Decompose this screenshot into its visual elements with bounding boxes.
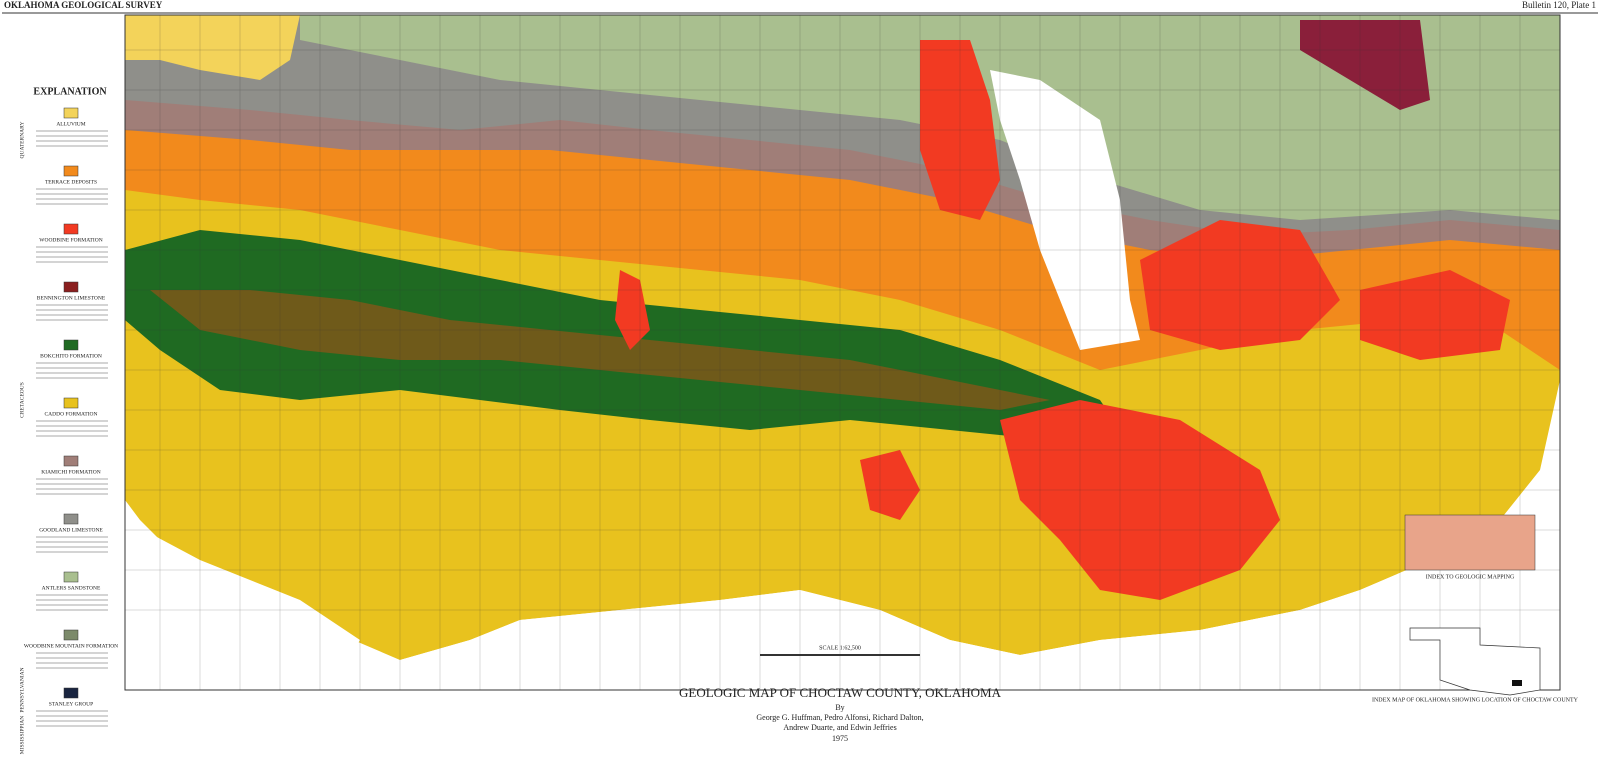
legend-swatch bbox=[63, 339, 79, 351]
header-left: OKLAHOMA GEOLOGICAL SURVEY bbox=[4, 0, 163, 10]
year: 1975 bbox=[832, 734, 848, 743]
legend-label: WOODBINE MOUNTAIN FORMATION bbox=[24, 643, 118, 649]
explanation: EXPLANATION ALLUVIUM TERRACE DEPOSITS WOOD… bbox=[14, 80, 124, 754]
county-location bbox=[1512, 680, 1522, 686]
legend-label: ANTLERS SANDSTONE bbox=[42, 585, 101, 591]
legend-swatch bbox=[63, 629, 79, 641]
woodbine-patch bbox=[860, 450, 920, 520]
era-label: MISSISSIPPIAN bbox=[19, 716, 25, 755]
legend-label: STANLEY GROUP bbox=[49, 701, 93, 707]
map-frame bbox=[124, 14, 1561, 691]
header-right: Bulletin 120, Plate 1 bbox=[1522, 0, 1596, 10]
scale-label: SCALE 1:62,500 bbox=[819, 645, 861, 651]
legend-label: BENNINGTON LIMESTONE bbox=[37, 295, 106, 301]
legend-label: CADDO FORMATION bbox=[44, 411, 97, 417]
oklahoma-outline bbox=[1409, 627, 1541, 696]
section-grid bbox=[125, 15, 1560, 690]
legend-label: BOKCHITO FORMATION bbox=[40, 353, 102, 359]
map-title: GEOLOGIC MAP OF CHOCTAW COUNTY, OKLAHOMA bbox=[679, 685, 1002, 700]
legend-swatch bbox=[63, 223, 79, 235]
legend-label: ALLUVIUM bbox=[56, 121, 85, 127]
legend-swatch bbox=[63, 107, 79, 119]
legend-label: TERRACE DEPOSITS bbox=[45, 179, 97, 185]
legend-label: KIAMICHI FORMATION bbox=[41, 469, 100, 475]
alluvium-nw bbox=[125, 15, 300, 80]
legend-swatch bbox=[63, 165, 79, 177]
era-label: CRETACEOUS bbox=[19, 382, 25, 418]
geologic-map bbox=[124, 14, 1561, 700]
authors: Andrew Duarte, and Edwin Jeffries bbox=[783, 723, 896, 732]
bennington-patch bbox=[1300, 20, 1430, 110]
woodbine-patch bbox=[1360, 270, 1510, 360]
legend-label: WOODBINE FORMATION bbox=[39, 237, 102, 243]
index-map-label: INDEX MAP OF OKLAHOMA SHOWING LOCATION O… bbox=[1372, 697, 1579, 703]
legend-title: EXPLANATION bbox=[33, 86, 107, 97]
legend-swatch bbox=[63, 455, 79, 467]
legend-swatch bbox=[63, 397, 79, 409]
era-label: PENNSYLVANIAN bbox=[19, 667, 25, 712]
outside-county bbox=[125, 520, 360, 690]
by-line: By bbox=[835, 703, 844, 712]
legend-swatch bbox=[63, 281, 79, 293]
era-label: QUATERNARY bbox=[19, 121, 25, 158]
authors: George G. Huffman, Pedro Alfonsi, Richar… bbox=[756, 713, 923, 722]
index-mapping-label: INDEX TO GEOLOGIC MAPPING bbox=[1426, 574, 1515, 580]
outside-county bbox=[330, 470, 1560, 700]
legend-swatch bbox=[63, 571, 79, 583]
legend-swatch bbox=[63, 513, 79, 525]
legend-label: GOODLAND LIMESTONE bbox=[39, 527, 103, 533]
index-mapping-map bbox=[1404, 514, 1536, 571]
legend-swatch bbox=[63, 687, 79, 699]
